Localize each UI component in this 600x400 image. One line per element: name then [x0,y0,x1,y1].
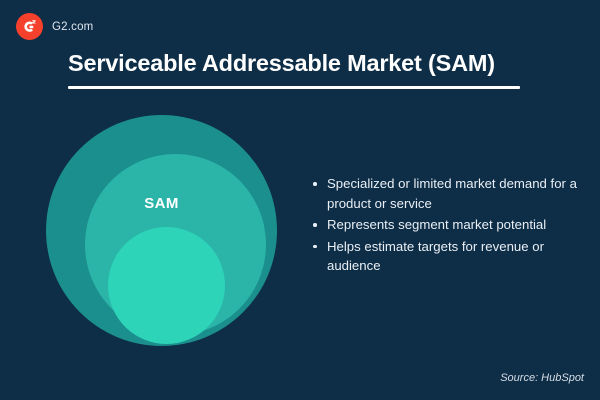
circle-inner-ring [108,227,225,344]
list-item: Helps estimate targets for revenue or au… [311,237,579,276]
circle-label-sam: SAM [144,195,179,212]
page-title-block: Serviceable Addressable Market (SAM) [68,50,528,90]
list-item: Represents segment market potential [311,215,579,235]
g2-logo-icon [16,13,43,40]
page-title: Serviceable Addressable Market (SAM) [68,50,495,76]
list-item: Specialized or limited market demand for… [311,174,579,213]
title-underline-rule [68,86,520,90]
brand-name: G2.com [52,20,94,33]
bullet-list: Specialized or limited market demand for… [311,174,579,278]
nested-circles-diagram: SAM [46,115,277,346]
brand-row: G2.com [16,13,93,40]
source-attribution: Source: HubSpot [500,372,584,384]
